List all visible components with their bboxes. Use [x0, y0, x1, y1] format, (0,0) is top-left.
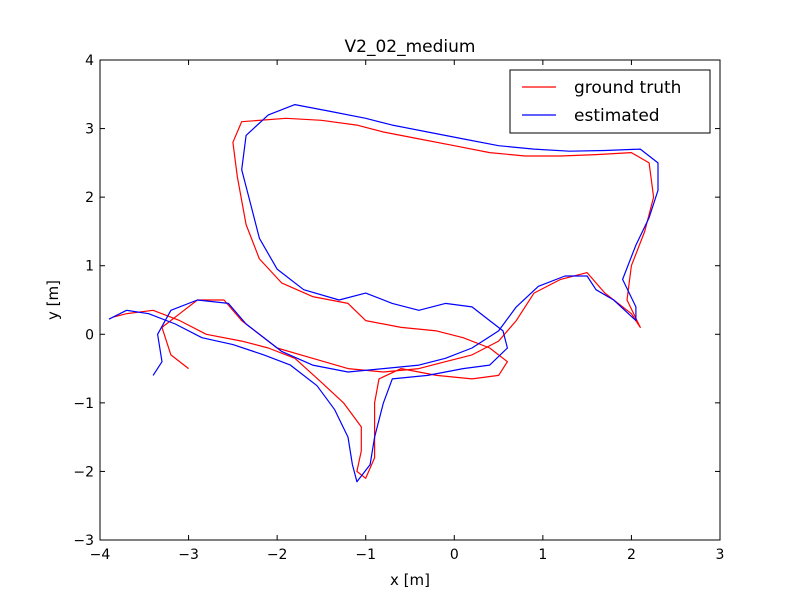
y-tick-label: −1 [73, 396, 94, 412]
x-tick-label: 3 [716, 547, 725, 563]
x-axis-label: x [m] [390, 571, 430, 589]
x-tick-label: −3 [178, 547, 199, 563]
legend: ground truth estimated [509, 69, 711, 134]
chart-title: V2_02_medium [345, 37, 476, 57]
y-tick-label: 4 [85, 53, 94, 69]
legend-label-estimated: estimated [574, 106, 660, 126]
y-axis-label: y [m] [44, 280, 62, 320]
y-tick-label: 2 [85, 190, 94, 206]
y-tick-label: −3 [73, 533, 94, 549]
y-axis-ticks: −3 −2 −1 0 1 2 3 4 [73, 53, 720, 549]
x-tick-label: 0 [450, 547, 459, 563]
x-tick-label: −2 [267, 547, 288, 563]
series-line-ground-truth [113, 117, 655, 479]
y-tick-label: 3 [85, 122, 94, 138]
y-tick-label: 1 [85, 259, 94, 275]
x-tick-label: −1 [355, 547, 376, 563]
series-layer [108, 103, 659, 483]
x-tick-label: 1 [538, 547, 547, 563]
y-tick-label: 0 [85, 327, 94, 343]
x-axis-ticks: −4 −3 −2 −1 0 1 2 3 [90, 60, 725, 563]
x-tick-label: −4 [90, 547, 111, 563]
series-line-estimated [108, 103, 659, 483]
plot-frame [99, 59, 721, 541]
legend-box [509, 69, 711, 134]
legend-label-ground-truth: ground truth [574, 78, 681, 98]
x-tick-label: 2 [627, 547, 636, 563]
y-tick-label: −2 [73, 464, 94, 480]
